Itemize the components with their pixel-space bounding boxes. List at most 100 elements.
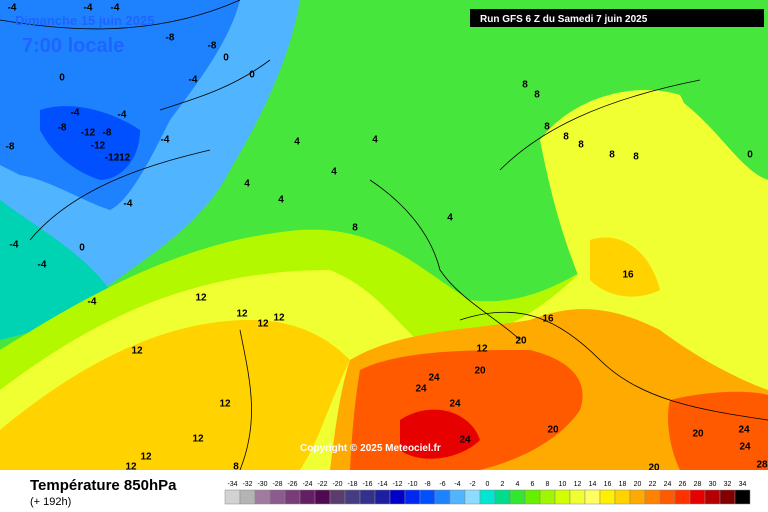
legend-label: -12: [392, 481, 402, 488]
legend-swatch: [719, 489, 736, 505]
legend-swatch: [644, 489, 661, 505]
contour-label: 8: [633, 152, 639, 163]
map: -4 -4 -4-8-800 -4 0-4-8-4-12 -8-12-4-8-12-12-…: [0, 0, 768, 474]
contour-label: -4: [38, 260, 47, 271]
contour-label: 8: [522, 80, 528, 91]
contour-label: 12: [195, 293, 207, 304]
legend-label: -18: [347, 481, 357, 488]
contour-label: 8: [352, 223, 358, 234]
east-hottest: [668, 391, 768, 470]
contour-label: 8: [233, 462, 239, 473]
contour-label: 20: [692, 429, 704, 440]
legend-swatch: [269, 489, 286, 505]
legend-label: 22: [649, 481, 657, 488]
legend-label: 0: [486, 481, 490, 488]
legend-swatch: [344, 489, 361, 505]
contour-label: 20: [648, 463, 660, 474]
legend-label: -24: [302, 481, 312, 488]
contour-label: 4: [447, 213, 453, 224]
peak-region: [400, 409, 480, 459]
legend-label: 10: [559, 481, 567, 488]
legend-label: 8: [546, 481, 550, 488]
contour-label: 8: [563, 132, 569, 143]
legend-label: -22: [317, 481, 327, 488]
legend-swatch: [659, 489, 676, 505]
contour-label: -4: [189, 75, 198, 86]
contour-label: 0: [59, 73, 65, 84]
legend-label: -16: [362, 481, 372, 488]
legend-swatch: [359, 489, 376, 505]
legend-label: 2: [501, 481, 505, 488]
legend-label: -2: [469, 481, 475, 488]
copyright: Copyright © 2025 Meteociel.fr: [300, 443, 441, 454]
legend-swatch: [329, 489, 346, 505]
contour-label: -12: [81, 128, 96, 139]
contour-label: 0: [747, 150, 753, 161]
run-label: Run GFS 6 Z du Samedi 7 juin 2025: [480, 14, 648, 25]
legend-label: -32: [242, 481, 252, 488]
contour-label: 12: [131, 346, 143, 357]
legend-label: -20: [332, 481, 342, 488]
contour-label: 24: [738, 425, 750, 436]
legend-swatch: [614, 489, 631, 505]
legend-swatch: [689, 489, 706, 505]
contour-label: -12: [105, 153, 120, 164]
contour-label: 24: [428, 373, 440, 384]
legend-swatch: [404, 489, 421, 505]
legend-label: -28: [272, 481, 282, 488]
contour-labels: -4 -4 -4-8-800 -4 0-4-8-4-12 -8-12-4-8-12-12-…: [6, 3, 768, 474]
legend-label: -6: [439, 481, 445, 488]
contour-label: 12: [192, 434, 204, 445]
hot-region: [0, 320, 350, 470]
legend-label: -10: [407, 481, 417, 488]
legend-swatch: [674, 489, 691, 505]
legend-label: 12: [574, 481, 582, 488]
contour-label: 12: [476, 344, 488, 355]
coldest-region: [40, 106, 140, 180]
contour-label: 8: [534, 90, 540, 101]
contour-label: -4: [111, 3, 120, 14]
legend-label: 32: [724, 481, 732, 488]
contour-label: -4: [8, 3, 17, 14]
legend-label: 26: [679, 481, 687, 488]
contour-label: 12: [140, 452, 152, 463]
contour-label: -4: [161, 135, 170, 146]
legend-label: 30: [709, 481, 717, 488]
legend-swatch: [734, 489, 751, 505]
contour-label: 20: [515, 336, 527, 347]
legend-swatch: [314, 489, 331, 505]
contour-label: 16: [542, 314, 554, 325]
contour-label: -8: [208, 41, 217, 52]
contour-label: 0: [223, 53, 229, 64]
contour-label: 12: [236, 309, 248, 320]
color-legend: -34 -32 -30 -28 -26 -24 -22 -20 -18 -16 -14 -12 -10-…: [224, 481, 751, 505]
contour-label: 8: [609, 150, 615, 161]
scandinavia-warm: [540, 90, 700, 280]
contour-label: 12: [273, 313, 285, 324]
footer-lead: (+ 192h): [30, 496, 71, 508]
contour-label: 4: [331, 167, 337, 178]
legend-swatch: [284, 489, 301, 505]
contour-label: 12: [257, 319, 269, 330]
contour-label: -8: [166, 33, 175, 44]
contour-label: 4: [244, 179, 250, 190]
colder-region: [0, 0, 240, 210]
contour-label: 0: [79, 243, 85, 254]
contour-label: 20: [474, 366, 486, 377]
legend-label: 18: [619, 481, 627, 488]
legend-swatch: [599, 489, 616, 505]
contour-label: -4: [88, 297, 97, 308]
contour-label: 16: [622, 270, 634, 281]
legend-label: -30: [257, 481, 267, 488]
legend-swatch: [509, 489, 526, 505]
legend-swatch: [629, 489, 646, 505]
east-hot: [590, 237, 660, 297]
contour-label: -12: [116, 153, 131, 164]
contour-label: 8: [578, 140, 584, 151]
contour-label: 24: [739, 442, 751, 453]
legend-swatch: [449, 489, 466, 505]
legend-swatch: [584, 489, 601, 505]
legend-label: 14: [589, 481, 597, 488]
contour-label: 4: [294, 137, 300, 148]
legend-label: 28: [694, 481, 702, 488]
